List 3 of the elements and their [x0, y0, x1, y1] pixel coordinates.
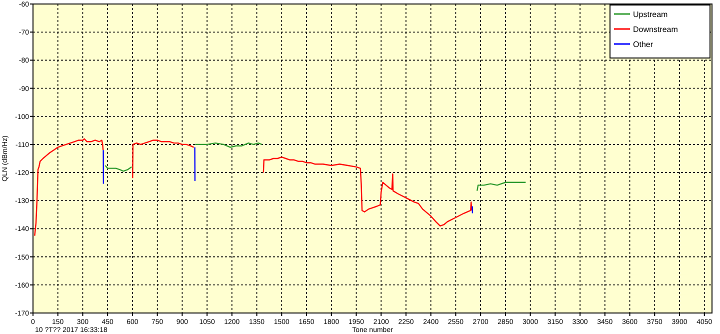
legend-label: Downstream [633, 25, 678, 34]
legend-label: Upstream [633, 10, 668, 19]
legend-label: Other [633, 40, 654, 49]
